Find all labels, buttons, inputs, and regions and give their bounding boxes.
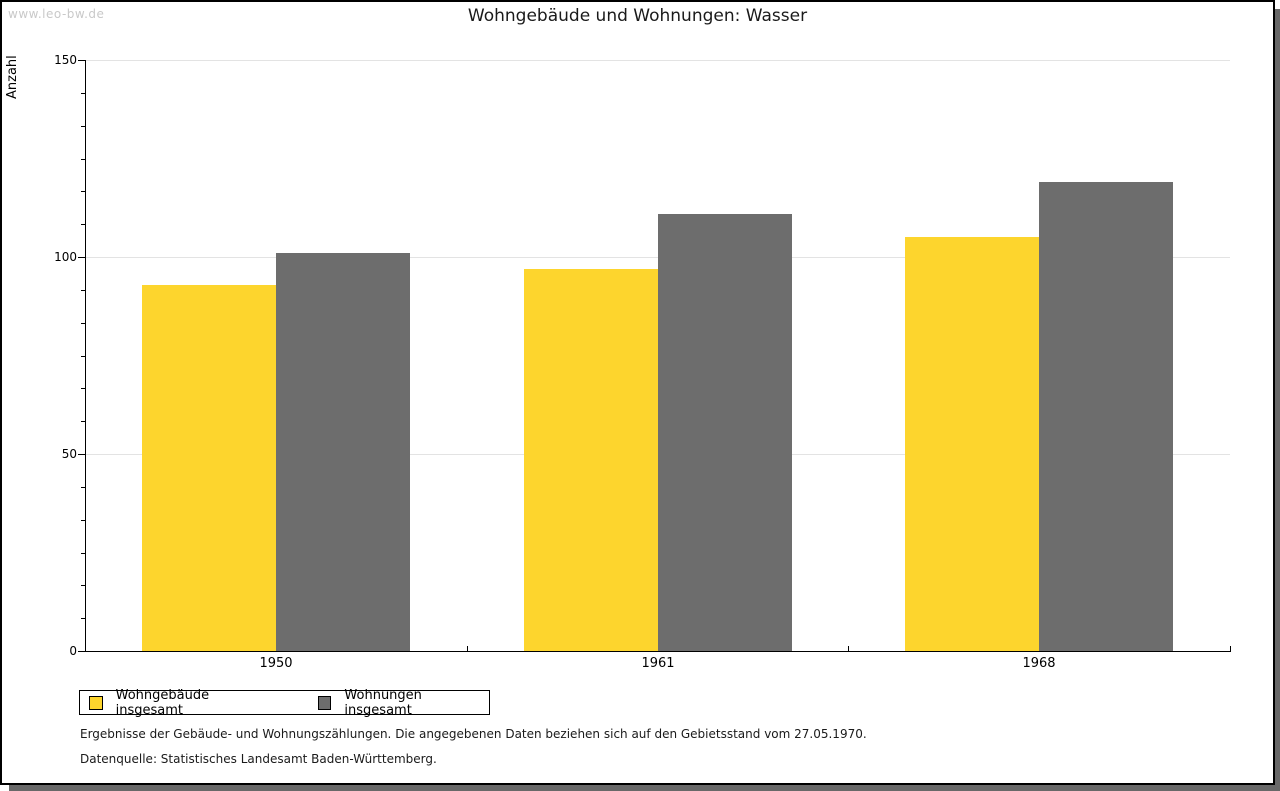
legend-box: Wohngebäude insgesamt Wohnungen insgesam… [79, 687, 490, 718]
bar-wohnungen-1950 [276, 253, 410, 651]
chart-title: Wohngebäude und Wohnungen: Wasser [467, 6, 808, 26]
y-tick-label: 150 [54, 53, 77, 67]
legend-swatch-gray-icon [317, 695, 332, 710]
footnote-source-note: Ergebnisse der Gebäude- und Wohnungszähl… [80, 727, 867, 741]
y-tick-minor [81, 520, 85, 521]
y-tick-minor [81, 553, 85, 554]
bar-wohnungen-1968 [1039, 182, 1173, 651]
y-tick-minor [81, 159, 85, 160]
y-tick-minor [81, 487, 85, 488]
y-tick-major [78, 60, 85, 61]
y-axis-line [85, 60, 86, 652]
bar-wohngebaeude-1961 [524, 269, 658, 651]
y-axis-title: Anzahl [5, 55, 20, 99]
y-tick-minor [81, 618, 85, 619]
watermark-text: www.leo-bw.de [8, 7, 105, 21]
y-tick-major [78, 454, 85, 455]
y-tick-label: 50 [61, 447, 77, 461]
y-tick-minor [81, 93, 85, 94]
legend-label-wohngebaeude: Wohngebäude insgesamt [115, 687, 210, 718]
footnote-data-source: Datenquelle: Statistisches Landesamt Bad… [80, 752, 437, 766]
x-category-divider-tick [467, 646, 468, 651]
y-tick-major [78, 257, 85, 258]
y-tick-minor [81, 323, 85, 324]
y-tick-label: 100 [54, 250, 77, 264]
y-tick-minor [81, 585, 85, 586]
x-category-label: 1950 [259, 656, 293, 671]
x-axis-end-tick [1230, 646, 1231, 651]
y-tick-minor [81, 388, 85, 389]
legend-item-wohngebaeude: Wohngebäude insgesamt [89, 688, 276, 718]
x-category-label: 1961 [641, 656, 675, 671]
bar-wohnungen-1961 [658, 214, 792, 651]
legend-item-wohnungen: Wohnungen insgesamt [317, 687, 489, 718]
y-tick-major [78, 651, 85, 652]
y-tick-minor [81, 224, 85, 225]
y-gridline [86, 60, 1230, 61]
x-axis-line [85, 651, 1231, 652]
bar-wohngebaeude-1968 [905, 237, 1039, 651]
y-tick-minor [81, 421, 85, 422]
y-tick-minor [81, 126, 85, 127]
y-tick-minor [81, 356, 85, 357]
legend-swatch-yellow-icon [89, 695, 103, 710]
y-tick-minor [81, 290, 85, 291]
x-category-divider-tick [848, 646, 849, 651]
bar-wohngebaeude-1950 [142, 285, 276, 651]
x-category-label: 1968 [1022, 656, 1056, 671]
legend-label-wohnungen: Wohnungen insgesamt [344, 687, 422, 718]
y-tick-label: 0 [69, 644, 77, 658]
y-tick-minor [81, 191, 85, 192]
plot-area: 0 50 100 150 1950 1961 1968 [54, 53, 1231, 671]
